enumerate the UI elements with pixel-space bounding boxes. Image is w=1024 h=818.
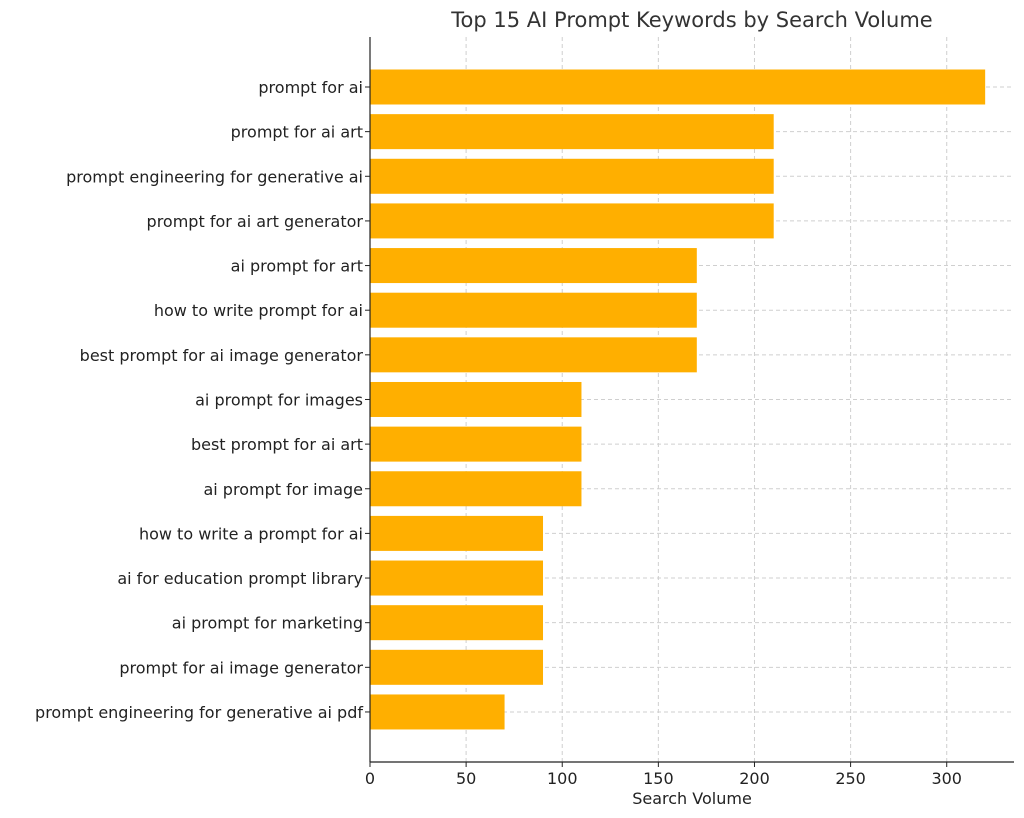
bar — [370, 426, 582, 462]
bar — [370, 248, 697, 284]
bar — [370, 292, 697, 328]
category-label: prompt for ai — [258, 78, 363, 97]
category-label: prompt for ai art generator — [147, 212, 364, 231]
x-tick-label: 200 — [739, 769, 770, 788]
x-axis-title: Search Volume — [632, 789, 752, 808]
axes: 0 50 100 150 200 250 300 prompt for ai prompt fo… — [35, 37, 1014, 788]
bar — [370, 114, 774, 150]
bar — [370, 694, 505, 730]
bar — [370, 69, 986, 105]
bar — [370, 471, 582, 507]
category-label: prompt for ai art — [231, 123, 363, 142]
bar — [370, 605, 544, 641]
category-label: ai for education prompt library — [117, 569, 363, 588]
category-label: ai prompt for art — [231, 257, 363, 276]
chart-title: Top 15 AI Prompt Keywords by Search Volu… — [450, 8, 932, 32]
category-label: ai prompt for marketing — [172, 614, 363, 633]
bar — [370, 158, 774, 194]
bars — [370, 69, 986, 730]
bar — [370, 649, 544, 685]
bar — [370, 560, 544, 596]
bar — [370, 337, 697, 373]
bar — [370, 203, 774, 239]
x-tick-label: 100 — [547, 769, 578, 788]
category-label: how to write prompt for ai — [154, 301, 363, 320]
category-label: best prompt for ai image generator — [80, 346, 364, 365]
category-label: how to write a prompt for ai — [139, 524, 363, 543]
category-label: ai prompt for image — [203, 480, 363, 499]
x-tick-label: 0 — [365, 769, 375, 788]
x-tick-label: 150 — [643, 769, 674, 788]
x-tick-label: 50 — [456, 769, 476, 788]
x-tick-label: 250 — [835, 769, 866, 788]
category-label: prompt engineering for generative ai — [66, 167, 363, 186]
category-label: prompt for ai image generator — [119, 658, 363, 677]
category-label: best prompt for ai art — [191, 435, 363, 454]
x-tick-label: 300 — [931, 769, 962, 788]
category-label: ai prompt for images — [195, 390, 363, 409]
category-label: prompt engineering for generative ai pdf — [35, 703, 363, 722]
bar — [370, 515, 544, 551]
bar — [370, 381, 582, 417]
